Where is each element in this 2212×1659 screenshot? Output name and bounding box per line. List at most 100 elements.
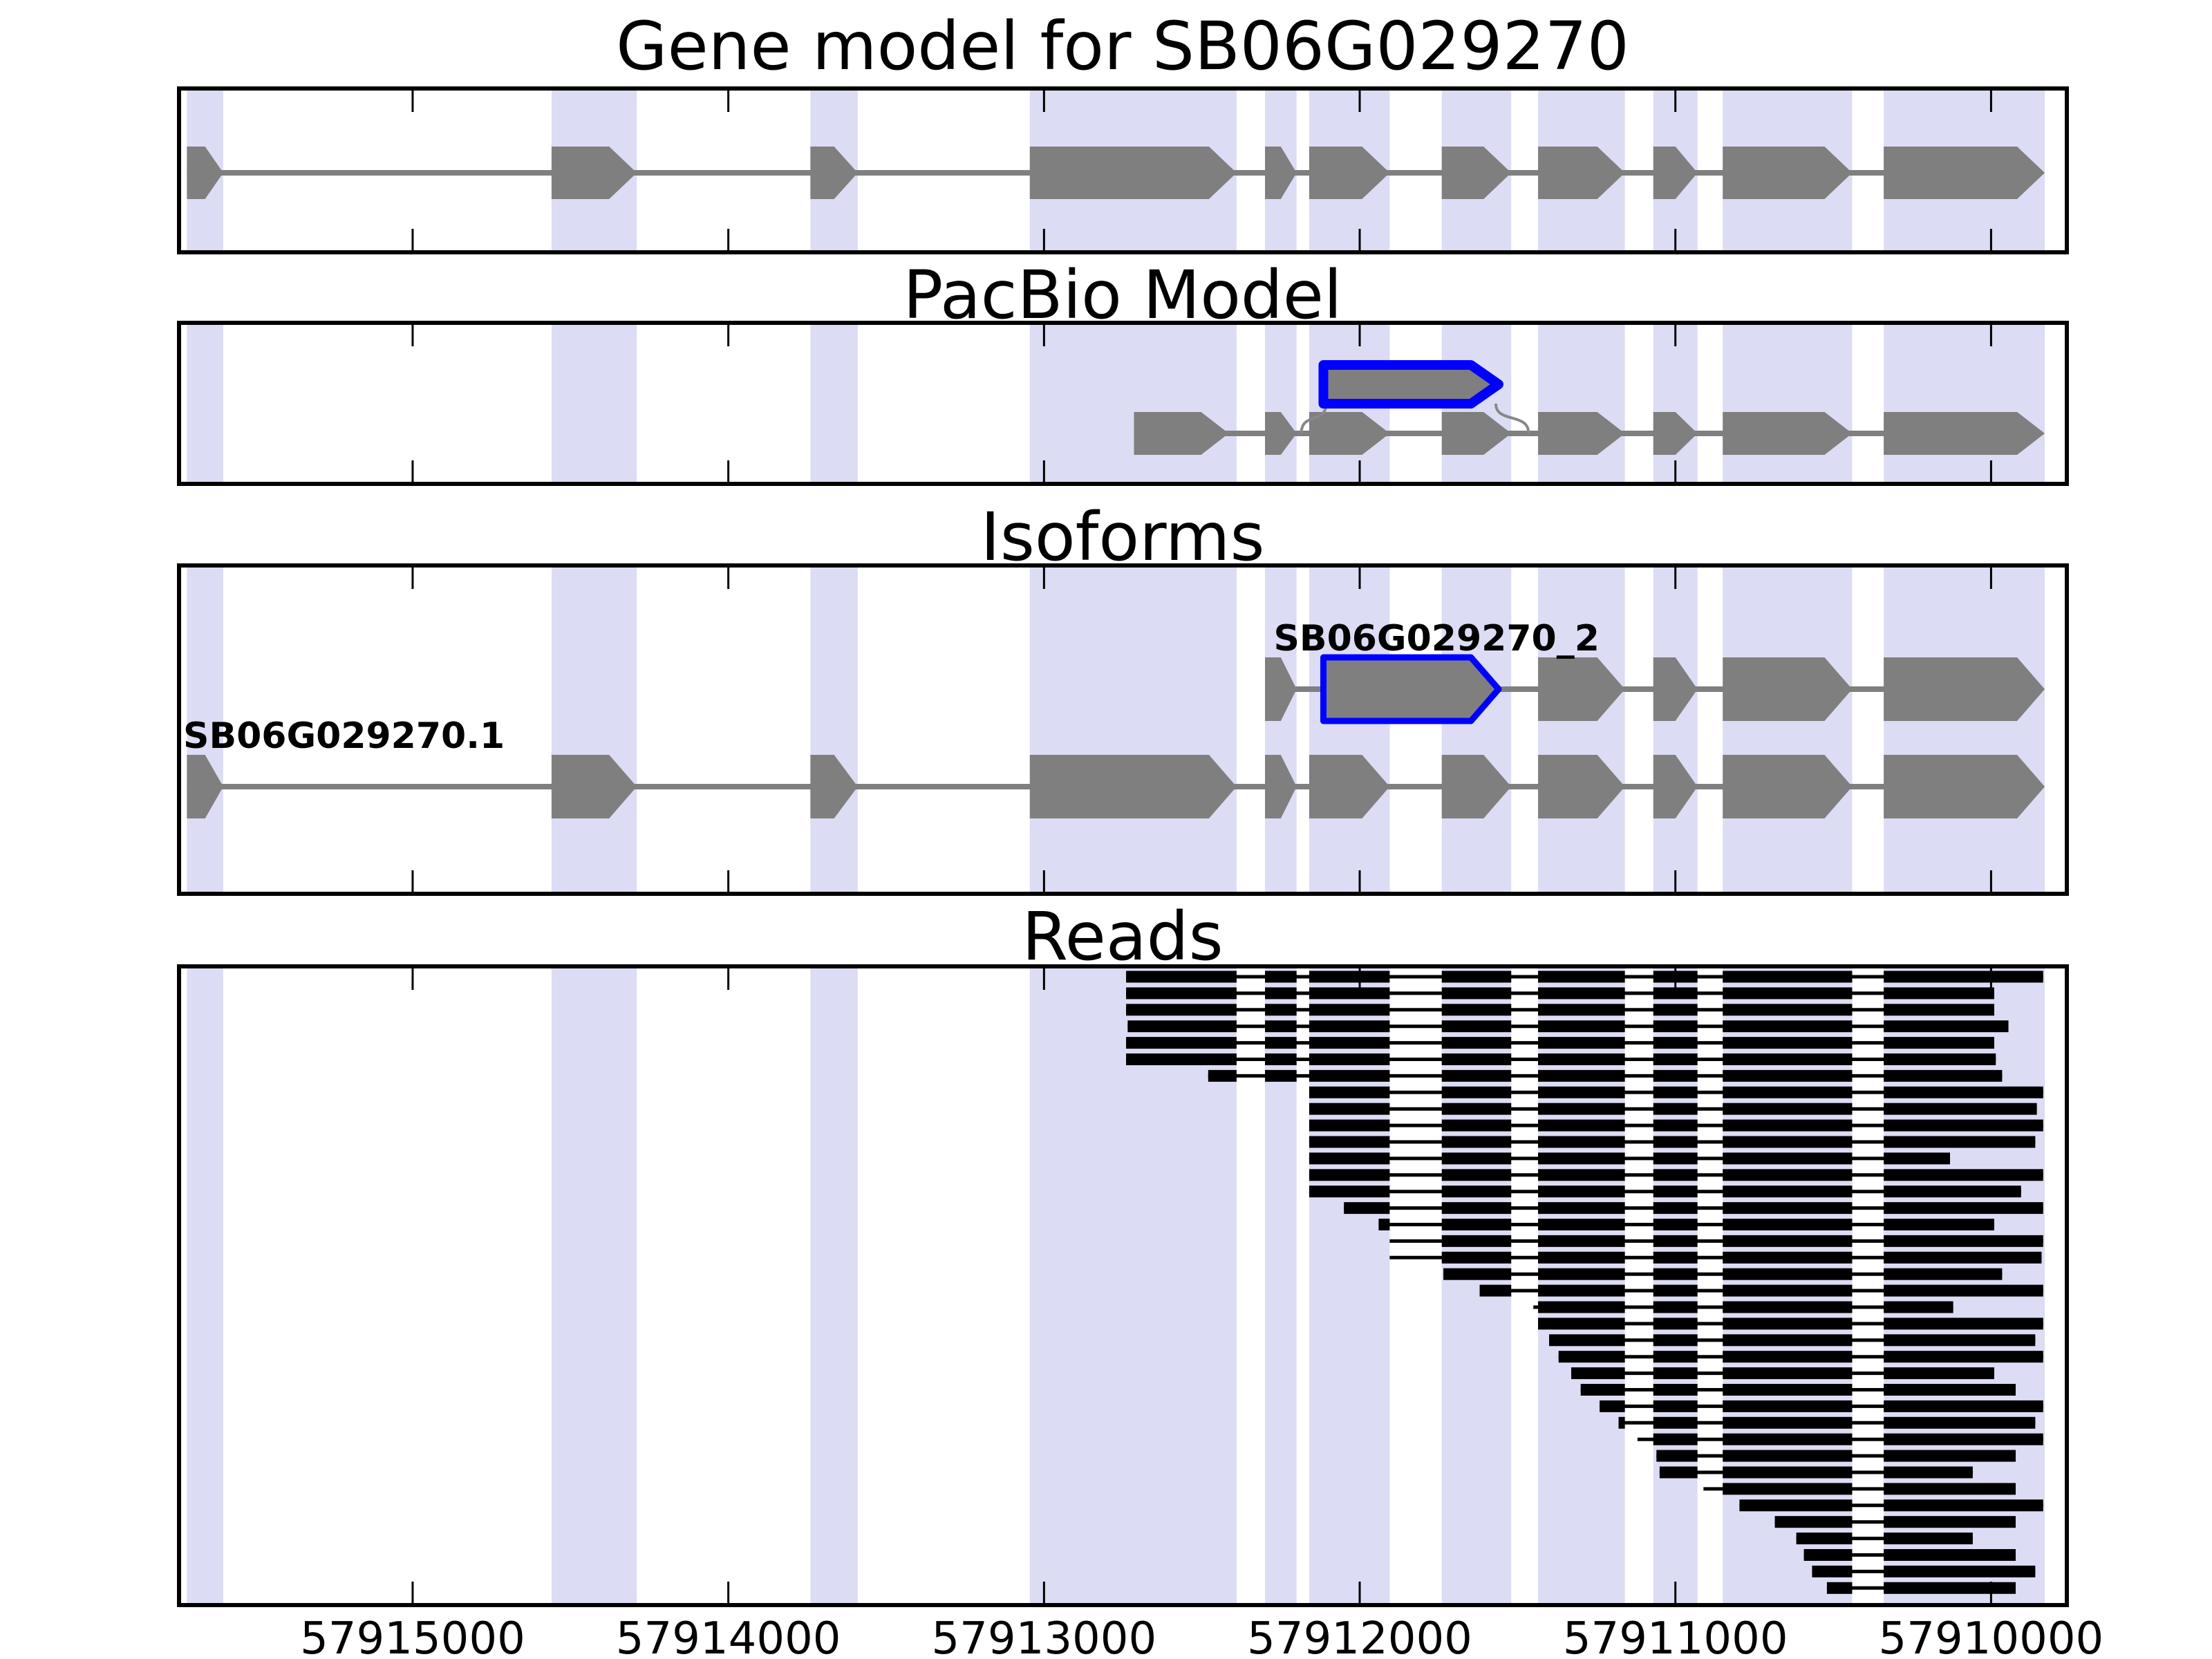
- read-exon-block: [1571, 1367, 1625, 1380]
- isoform-exon: [1538, 755, 1625, 818]
- read-exon-block: [1441, 1103, 1512, 1115]
- read-exon-block: [1723, 1136, 1853, 1148]
- exon-highlight-band: [1265, 568, 1297, 892]
- isoform-exon: [1723, 657, 1853, 721]
- read-exon-block: [1309, 1136, 1390, 1148]
- read-exon-block: [1884, 1483, 2016, 1495]
- exon-highlight-band: [1309, 568, 1390, 892]
- read-exon-block: [1265, 1004, 1297, 1016]
- read-exon-block: [1309, 1069, 1390, 1082]
- read-exon-block: [1723, 1466, 1853, 1479]
- read-exon-block: [1884, 1219, 1994, 1230]
- exon-highlight-band: [1265, 325, 1297, 482]
- read-exon-block: [1884, 1384, 2016, 1396]
- read-exon-block: [1723, 1334, 1853, 1347]
- read-exon-block: [1549, 1334, 1625, 1347]
- read-exon-block: [1309, 987, 1390, 1000]
- read-exon-block: [1441, 1185, 1512, 1198]
- isoform-exon: [1265, 755, 1297, 818]
- read-exon-block: [1443, 1268, 1512, 1280]
- read-exon-block: [1884, 1533, 1973, 1545]
- exon-highlight-band: [810, 568, 858, 892]
- read-exon-block: [1723, 1318, 1853, 1330]
- read-exon-block: [1884, 1004, 1994, 1016]
- read-exon-block: [1309, 1020, 1390, 1033]
- read-exon-block: [1653, 1235, 1698, 1247]
- read-exon-block: [1309, 1152, 1390, 1165]
- exon-highlight-band: [810, 968, 858, 1603]
- panel-border: [177, 321, 2069, 486]
- exon-highlight-band: [1723, 568, 1853, 892]
- isoform-exon: [1653, 755, 1698, 818]
- read-exon-block: [1538, 1301, 1625, 1313]
- read-exon-block: [1723, 1037, 1853, 1049]
- read-exon-block: [1538, 1020, 1625, 1033]
- read-exon-block: [1884, 1086, 2043, 1098]
- isoform-exon: [810, 755, 858, 818]
- read-exon-block: [1884, 1202, 2043, 1215]
- read-exon-block: [1538, 1235, 1625, 1247]
- read-exon-block: [1441, 971, 1512, 983]
- exon-highlight-band: [1029, 325, 1237, 482]
- panel-border: [177, 563, 2069, 896]
- x-tick-label: 57913000: [931, 1613, 1156, 1659]
- read-exon-block: [1812, 1565, 1853, 1577]
- isoform-exon: [1723, 755, 1853, 818]
- read-exon-block: [1126, 1037, 1237, 1049]
- gene-model-exon: [1441, 147, 1512, 199]
- read-exon-block: [1265, 1037, 1297, 1049]
- read-exon-block: [1884, 1284, 2043, 1297]
- read-exon-block: [1600, 1400, 1625, 1412]
- read-exon-block: [1653, 1268, 1698, 1280]
- read-exon-block: [1538, 1037, 1625, 1049]
- read-exon-block: [1441, 1053, 1512, 1065]
- gene-model-exon: [1884, 147, 2045, 199]
- read-exon-block: [1723, 1483, 1853, 1495]
- read-exon-block: [1723, 1020, 1853, 1033]
- exon-highlight-band: [187, 968, 223, 1603]
- read-exon-block: [1538, 1219, 1625, 1230]
- read-exon-block: [1441, 1251, 1512, 1264]
- read-exon-block: [1884, 987, 1994, 1000]
- exon-highlight-band: [1538, 325, 1625, 482]
- read-exon-block: [1723, 1152, 1853, 1165]
- read-exon-block: [1538, 1053, 1625, 1065]
- read-exon-block: [1653, 1037, 1698, 1049]
- read-exon-block: [1441, 1235, 1512, 1247]
- read-exon-block: [1884, 1450, 2016, 1462]
- read-exon-block: [1723, 1416, 1853, 1429]
- isoform-exon: [1653, 657, 1698, 721]
- exon-highlight-band: [1884, 568, 2045, 892]
- read-exon-block: [1723, 1367, 1853, 1380]
- x-tick-label: 57912000: [1247, 1613, 1472, 1659]
- x-tick-label: 57915000: [300, 1613, 525, 1659]
- panel-reads: [177, 964, 2069, 1607]
- read-exon-block: [1309, 1119, 1390, 1132]
- gene-model-exon: [1309, 147, 1390, 199]
- read-exon-block: [1653, 1219, 1698, 1230]
- read-exon-block: [1538, 1086, 1625, 1098]
- read-exon-block: [1126, 1004, 1237, 1016]
- isoform-exon: [551, 755, 637, 818]
- gene-model-exon: [1538, 147, 1625, 199]
- read-exon-block: [1653, 1301, 1698, 1313]
- panel-title-reads: Reads: [1022, 898, 1223, 975]
- read-exon-block: [1265, 1053, 1297, 1065]
- read-exon-block: [1723, 1251, 1853, 1264]
- read-exon-block: [1653, 1367, 1698, 1380]
- read-exon-block: [1208, 1069, 1237, 1082]
- read-exon-block: [1723, 1069, 1853, 1082]
- isoform-exon: [187, 755, 223, 818]
- gene-model-exon: [187, 147, 223, 199]
- read-exon-block: [1884, 1334, 2036, 1347]
- pacbio-model-exon: [1538, 412, 1625, 455]
- read-exon-block: [1126, 1053, 1237, 1065]
- read-exon-block: [1884, 1069, 2003, 1082]
- read-exon-block: [1653, 1103, 1698, 1115]
- read-exon-block: [1884, 1466, 1973, 1479]
- read-exon-block: [1884, 1565, 2036, 1577]
- read-exon-block: [1884, 1103, 2037, 1115]
- pacbio-model-exon: [1653, 412, 1698, 455]
- read-exon-block: [1723, 1185, 1853, 1198]
- read-exon-block: [1723, 1103, 1853, 1115]
